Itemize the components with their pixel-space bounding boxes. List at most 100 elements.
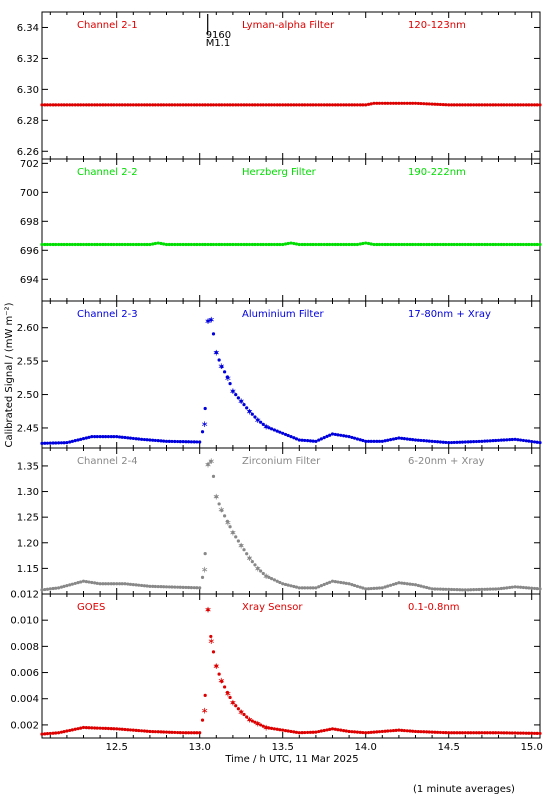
data-point [419,730,423,734]
data-point [43,732,47,736]
data-point [68,583,72,587]
data-point [245,103,249,107]
data-point [253,563,257,567]
data-point [209,242,213,247]
data-point [164,585,169,589]
data-point: ∗ [201,565,209,575]
data-point [70,242,74,247]
data-point [480,587,484,591]
data-point [413,101,418,105]
data-point [206,319,210,323]
data-point [57,731,61,735]
data-point [521,103,526,107]
data-point [413,583,418,587]
channel-label: Channel 2-2 [77,167,138,178]
data-point [352,730,357,734]
data-point [57,441,61,445]
data-point [236,707,240,711]
data-point [400,101,404,105]
data-point [472,440,476,444]
data-point [469,242,473,247]
data-point [518,103,523,107]
data-point [449,587,454,592]
data-point [173,242,177,247]
data-point [275,103,279,107]
data-point [217,502,221,506]
data-point [408,582,412,586]
data-point [355,242,359,247]
data-point [59,242,64,247]
data-point [358,103,362,107]
data-point [372,586,376,590]
data-point [192,440,196,444]
data-point [269,577,274,581]
data-point [339,580,343,585]
data-point [142,584,147,588]
data-point [54,242,58,247]
data-point [405,101,409,105]
data-point [427,439,431,443]
data-point [530,586,534,590]
data-point [366,439,371,443]
data-point [344,103,348,107]
data-point [463,440,467,444]
data-point [170,103,174,107]
data-point [383,439,387,443]
data-point [355,730,359,734]
data-point [516,585,520,589]
data-point [242,712,246,717]
data-point [128,582,133,586]
data-point [245,552,249,556]
data-point [438,102,442,107]
data-point [449,440,454,445]
data-point [458,731,462,735]
data-point [524,586,528,590]
y-tick-label: 1.20 [17,538,39,549]
data-point [286,729,290,733]
data-point [45,103,50,107]
data-point [433,730,437,734]
data-point [449,242,454,247]
data-point [499,731,503,735]
data-point: ∗ [262,423,270,433]
data-point [366,241,371,246]
data-point [499,103,503,107]
data-point [524,242,528,247]
data-point [377,101,382,105]
y-axis-label: Calibrated Signal / (mW m⁻²) [4,302,15,447]
data-point [286,433,290,438]
data-point [402,242,406,247]
data-point [333,432,337,437]
y-tick-label: 698 [20,217,39,228]
data-point [137,583,141,587]
data-point [469,103,473,107]
data-point [134,583,138,587]
data-point [513,585,517,589]
data-point: ∗ [224,518,232,528]
data-point [192,586,196,590]
data-point [328,580,332,584]
data-point [272,242,276,247]
data-point [148,103,152,107]
data-point [400,242,404,247]
data-point [466,103,470,107]
data-point [375,730,379,734]
data-point [245,242,249,247]
data-point [109,582,113,586]
data-point [483,242,487,247]
data-point [505,103,509,107]
data-point [256,418,260,422]
data-point [294,585,299,589]
data-point [245,406,249,410]
data-point [347,242,351,247]
data-point [400,581,404,585]
data-point [369,586,373,591]
data-point [200,575,205,580]
data-point [347,103,351,107]
data-point [98,582,102,586]
data-point [192,731,196,735]
data-point [386,438,390,442]
data-point [95,103,99,107]
data-point [275,242,279,247]
data-point [54,731,58,735]
